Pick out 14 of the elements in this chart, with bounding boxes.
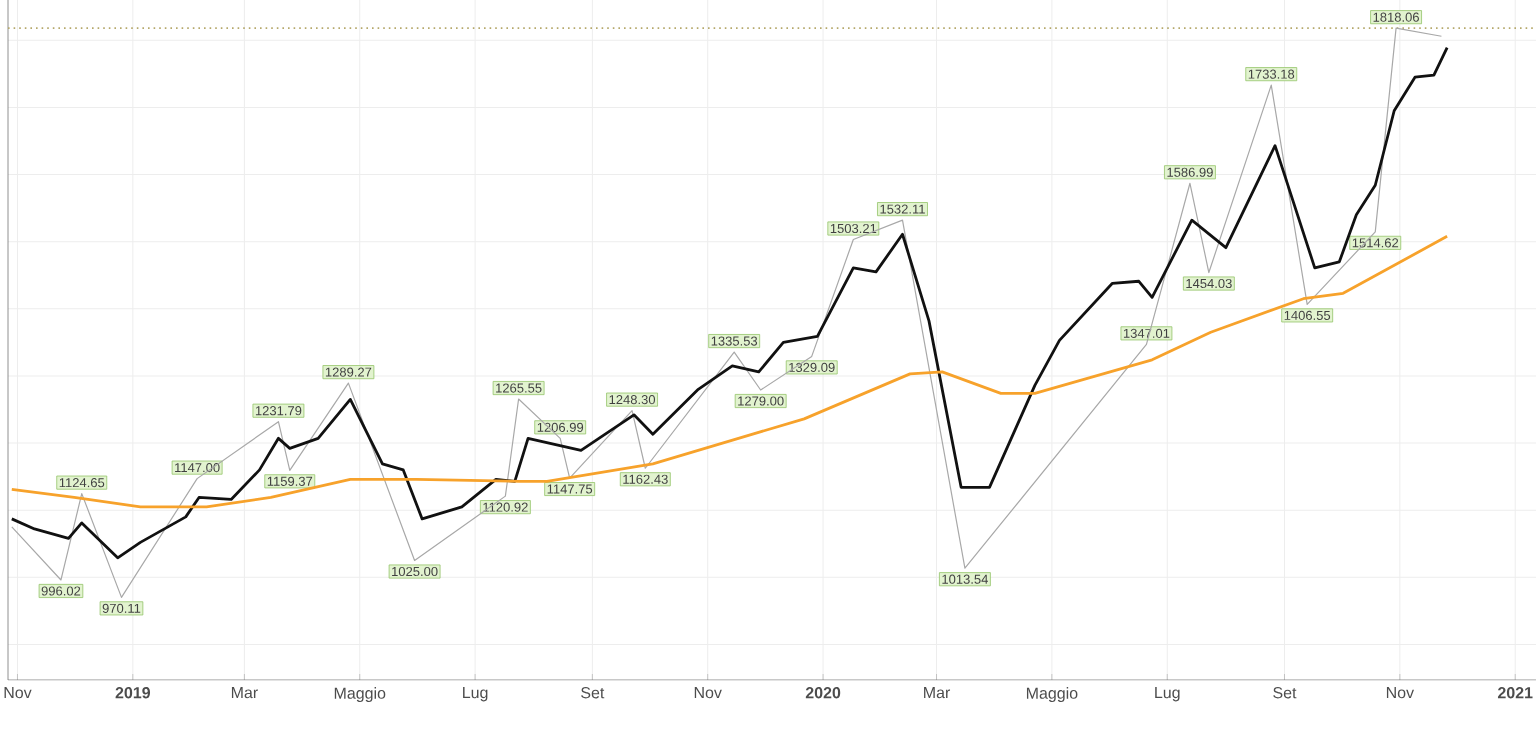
x-tick-label: Set: [581, 687, 605, 699]
x-tick-label: 2020: [805, 687, 841, 699]
x-tick-label: 2019: [115, 687, 151, 699]
x-tick-label: Nov: [694, 687, 722, 699]
x-tick-label: Nov: [1386, 687, 1414, 699]
x-tick-label: Mar: [231, 687, 258, 699]
x-tick-label: Lug: [463, 687, 488, 702]
x-tick-label: Maggio: [334, 687, 386, 702]
x-tick-label: Lug: [1155, 687, 1180, 702]
x-tick-label: Maggio: [1026, 687, 1078, 702]
x-tick-label: Mar: [924, 687, 951, 699]
x-tick-label: Nov: [4, 687, 32, 699]
x-tick-label: Set: [1273, 687, 1297, 699]
x-tick-label: 2021: [1497, 687, 1533, 699]
